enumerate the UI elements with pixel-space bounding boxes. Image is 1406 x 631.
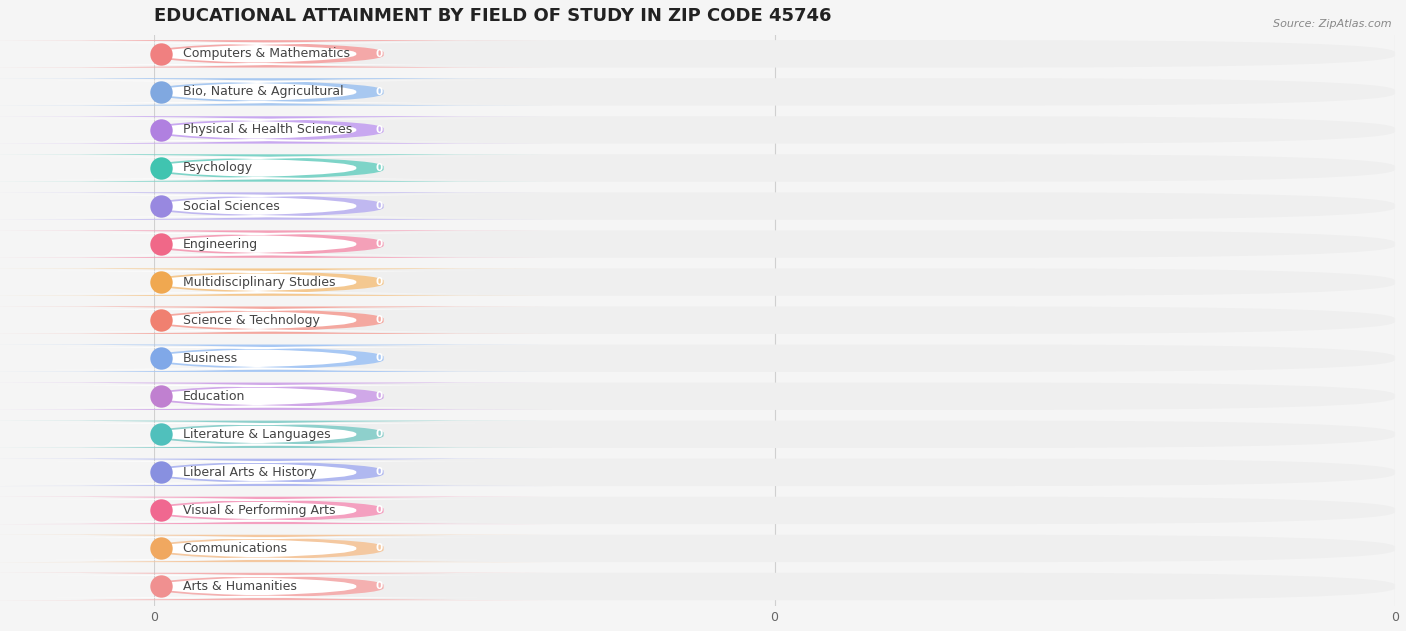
- FancyBboxPatch shape: [8, 461, 505, 483]
- Text: Liberal Arts & History: Liberal Arts & History: [183, 466, 316, 479]
- FancyBboxPatch shape: [8, 43, 505, 65]
- FancyBboxPatch shape: [0, 40, 551, 68]
- Text: 0: 0: [375, 468, 382, 477]
- Point: [150, 429, 173, 439]
- Point: [150, 239, 173, 249]
- FancyBboxPatch shape: [155, 534, 1395, 562]
- Text: Source: ZipAtlas.com: Source: ZipAtlas.com: [1274, 19, 1392, 29]
- Point: [150, 468, 173, 478]
- FancyBboxPatch shape: [0, 573, 551, 600]
- Text: Arts & Humanities: Arts & Humanities: [183, 580, 297, 593]
- FancyBboxPatch shape: [8, 271, 505, 293]
- FancyBboxPatch shape: [8, 385, 505, 408]
- FancyBboxPatch shape: [155, 307, 1395, 334]
- FancyBboxPatch shape: [155, 268, 1395, 296]
- Point: [150, 201, 173, 211]
- Text: 0: 0: [375, 201, 382, 211]
- Text: 0: 0: [375, 49, 382, 59]
- FancyBboxPatch shape: [8, 309, 505, 331]
- Point: [150, 87, 173, 97]
- Text: Psychology: Psychology: [183, 162, 253, 175]
- FancyBboxPatch shape: [8, 233, 505, 256]
- FancyBboxPatch shape: [155, 421, 1395, 448]
- FancyBboxPatch shape: [0, 116, 551, 144]
- Text: 0: 0: [375, 391, 382, 401]
- FancyBboxPatch shape: [0, 382, 551, 410]
- Text: Computers & Mathematics: Computers & Mathematics: [183, 47, 350, 61]
- FancyBboxPatch shape: [0, 230, 551, 258]
- Point: [150, 391, 173, 401]
- FancyBboxPatch shape: [0, 459, 551, 486]
- Point: [150, 277, 173, 287]
- Text: 0: 0: [375, 163, 382, 173]
- Point: [150, 505, 173, 516]
- FancyBboxPatch shape: [8, 156, 505, 179]
- Point: [150, 315, 173, 325]
- Text: 0: 0: [375, 125, 382, 135]
- FancyBboxPatch shape: [8, 347, 505, 369]
- FancyBboxPatch shape: [0, 421, 551, 448]
- FancyBboxPatch shape: [0, 268, 551, 296]
- FancyBboxPatch shape: [8, 537, 505, 560]
- Text: Visual & Performing Arts: Visual & Performing Arts: [183, 504, 335, 517]
- FancyBboxPatch shape: [155, 155, 1395, 182]
- Text: 0: 0: [375, 582, 382, 591]
- Text: 0: 0: [375, 315, 382, 325]
- FancyBboxPatch shape: [155, 497, 1395, 524]
- Text: Engineering: Engineering: [183, 238, 257, 251]
- Text: 0: 0: [375, 353, 382, 363]
- FancyBboxPatch shape: [0, 307, 551, 334]
- Text: 0: 0: [375, 87, 382, 97]
- Point: [150, 581, 173, 591]
- FancyBboxPatch shape: [155, 382, 1395, 410]
- Text: Communications: Communications: [183, 542, 288, 555]
- FancyBboxPatch shape: [0, 345, 551, 372]
- Text: Physical & Health Sciences: Physical & Health Sciences: [183, 124, 352, 136]
- Text: Science & Technology: Science & Technology: [183, 314, 319, 327]
- Text: Business: Business: [183, 351, 238, 365]
- Point: [150, 49, 173, 59]
- Text: EDUCATIONAL ATTAINMENT BY FIELD OF STUDY IN ZIP CODE 45746: EDUCATIONAL ATTAINMENT BY FIELD OF STUDY…: [155, 7, 831, 25]
- Text: Literature & Languages: Literature & Languages: [183, 428, 330, 441]
- FancyBboxPatch shape: [8, 81, 505, 103]
- FancyBboxPatch shape: [155, 116, 1395, 144]
- Text: 0: 0: [375, 543, 382, 553]
- Text: 0: 0: [375, 429, 382, 439]
- FancyBboxPatch shape: [155, 192, 1395, 220]
- FancyBboxPatch shape: [0, 534, 551, 562]
- FancyBboxPatch shape: [155, 230, 1395, 258]
- Point: [150, 543, 173, 553]
- FancyBboxPatch shape: [0, 78, 551, 105]
- Text: 0: 0: [375, 505, 382, 516]
- FancyBboxPatch shape: [8, 575, 505, 598]
- Text: 0: 0: [375, 239, 382, 249]
- Point: [150, 163, 173, 173]
- Text: Education: Education: [183, 390, 245, 403]
- FancyBboxPatch shape: [8, 195, 505, 217]
- Point: [150, 353, 173, 363]
- FancyBboxPatch shape: [0, 497, 551, 524]
- FancyBboxPatch shape: [155, 459, 1395, 486]
- FancyBboxPatch shape: [155, 78, 1395, 105]
- Text: Social Sciences: Social Sciences: [183, 199, 280, 213]
- FancyBboxPatch shape: [8, 423, 505, 445]
- Text: 0: 0: [375, 277, 382, 287]
- FancyBboxPatch shape: [155, 573, 1395, 600]
- FancyBboxPatch shape: [0, 155, 551, 182]
- FancyBboxPatch shape: [8, 499, 505, 522]
- FancyBboxPatch shape: [0, 192, 551, 220]
- FancyBboxPatch shape: [155, 40, 1395, 68]
- Text: Bio, Nature & Agricultural: Bio, Nature & Agricultural: [183, 85, 343, 98]
- Text: Multidisciplinary Studies: Multidisciplinary Studies: [183, 276, 335, 288]
- FancyBboxPatch shape: [155, 345, 1395, 372]
- FancyBboxPatch shape: [8, 119, 505, 141]
- Point: [150, 125, 173, 135]
